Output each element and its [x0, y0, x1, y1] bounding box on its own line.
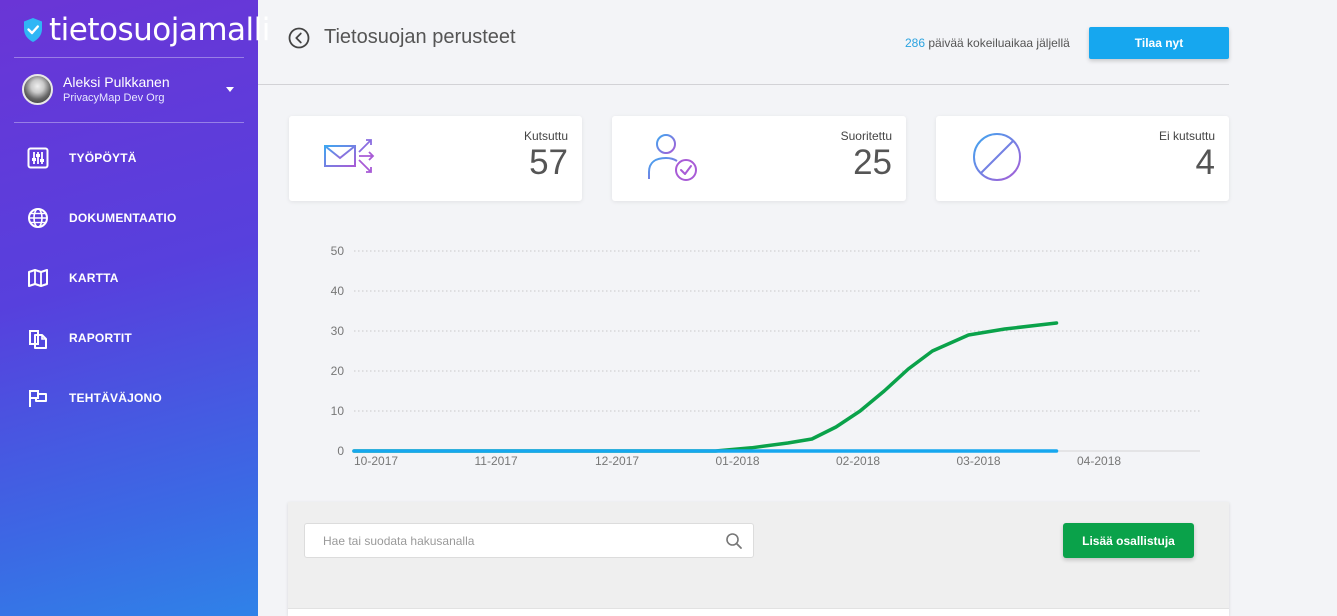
stat-value: 25: [853, 143, 892, 182]
logo[interactable]: tietosuojamalli: [22, 12, 270, 48]
sidebar-divider: [14, 122, 244, 123]
series-line-0: [352, 321, 1059, 453]
user-org: PrivacyMap Dev Org: [63, 92, 165, 104]
x-tick-label: 02-2018: [836, 454, 880, 468]
trial-status: 286 päivää kokeiluaikaa jäljellä: [905, 36, 1070, 50]
x-tick-label: 04-2018: [1077, 454, 1121, 468]
sidebar-item-dokumentaatio[interactable]: DOKUMENTAATIO: [26, 203, 246, 233]
x-tick-label: 01-2018: [716, 454, 760, 468]
sidebar-item-tyopoyta[interactable]: TYÖPÖYTÄ: [26, 143, 246, 173]
search-icon[interactable]: [725, 532, 743, 550]
chevron-down-icon[interactable]: [226, 86, 234, 92]
sidebar-item-label: DOKUMENTAATIO: [69, 211, 177, 225]
x-tick-label: 10-2017: [354, 454, 398, 468]
reports-icon: [26, 326, 50, 350]
stat-value: 4: [1195, 143, 1215, 182]
flag-queue-icon: [26, 386, 50, 410]
trial-days-count: 286: [905, 36, 926, 50]
sidebar-item-label: KARTTA: [69, 271, 119, 285]
participants-panel: Lisää osallistuja: [288, 502, 1229, 616]
sidebar-item-kartta[interactable]: KARTTA: [26, 263, 246, 293]
dashboard-sliders-icon: [26, 146, 50, 170]
progress-line-chart: 0 10 20 30 40 50 10-2017 11-2017 12-2017 01-2018 0…: [331, 244, 1200, 468]
avatar: [22, 73, 53, 105]
back-arrow-icon[interactable]: [288, 27, 310, 49]
stat-label: Suoritettu: [840, 129, 892, 143]
order-now-button[interactable]: Tilaa nyt: [1089, 27, 1229, 59]
user-name: Aleksi Pulkkanen: [63, 74, 170, 90]
page-title: Tietosuojan perusteet: [324, 26, 516, 48]
y-tick-label: 50: [331, 244, 345, 258]
x-tick-label: 12-2017: [595, 454, 639, 468]
sidebar-item-label: TEHTÄVÄJONO: [69, 391, 162, 405]
search-input[interactable]: [305, 524, 715, 557]
trial-text: päivää kokeiluaikaa jäljellä: [925, 36, 1070, 50]
stat-label: Kutsuttu: [523, 129, 568, 143]
user-check-icon: [648, 134, 697, 181]
add-participant-button[interactable]: Lisää osallistuja: [1063, 523, 1194, 558]
shield-check-icon: [24, 18, 42, 42]
globe-icon: [26, 206, 50, 230]
participants-table-top: [288, 608, 1229, 616]
sidebar: tietosuojamalli Aleksi Pulkkanen Privacy…: [0, 0, 270, 616]
stat-card-completed: Suoritettu 25: [612, 116, 906, 201]
y-tick-label: 40: [331, 284, 345, 298]
map-icon: [26, 266, 50, 290]
y-tick-label: 10: [331, 404, 345, 418]
y-tick-label: 0: [337, 444, 344, 458]
y-tick-label: 30: [331, 324, 345, 338]
header-divider: [258, 84, 1229, 85]
sidebar-item-label: RAPORTIT: [69, 331, 132, 345]
prohibited-icon: [973, 133, 1021, 181]
stat-value: 57: [529, 143, 568, 182]
x-tick-label: 11-2017: [475, 454, 518, 468]
sidebar-item-raportit[interactable]: RAPORTIT: [26, 323, 246, 353]
sidebar-item-label: TYÖPÖYTÄ: [69, 151, 137, 165]
search-box: [304, 523, 754, 558]
logo-text: tietosuojamalli: [49, 12, 270, 48]
y-tick-label: 20: [331, 364, 345, 378]
stat-card-not-invited: Ei kutsuttu 4: [936, 116, 1229, 201]
mail-send-icon: [324, 139, 375, 173]
sidebar-divider: [14, 57, 244, 58]
user-menu[interactable]: Aleksi Pulkkanen PrivacyMap Dev Org: [22, 71, 242, 107]
sidebar-item-tehtavajono[interactable]: TEHTÄVÄJONO: [26, 383, 246, 413]
stat-label: Ei kutsuttu: [1158, 129, 1215, 143]
x-tick-label: 03-2018: [957, 454, 1001, 468]
stat-card-invited: Kutsuttu 57: [289, 116, 582, 201]
